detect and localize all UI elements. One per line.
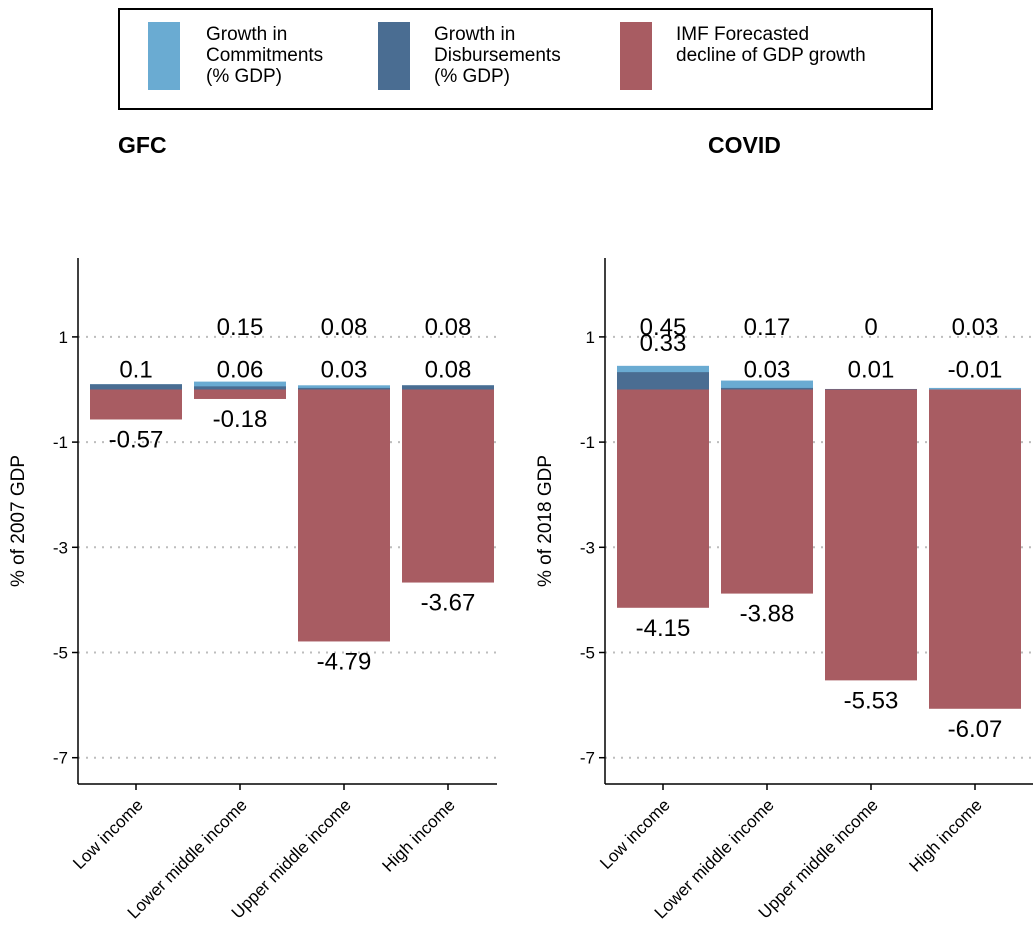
data-label-commitments-covid-1: 0.17	[744, 314, 791, 341]
y-tick-label-covid--3: -3	[580, 538, 595, 557]
bar-disbursements-covid-2	[825, 388, 917, 390]
y-tick-label-covid-1: 1	[586, 328, 595, 347]
y-tick-label-covid--1: -1	[580, 433, 595, 452]
bar-gdp-decline-covid-1	[721, 389, 813, 594]
x-tick-label-gfc-3: High income	[379, 795, 459, 875]
bar-disbursements-gfc-3	[402, 385, 494, 390]
data-label-commitments-covid-2: 0	[864, 314, 877, 341]
y-tick-label-covid--5: -5	[580, 644, 595, 663]
data-label-gdp-decline-gfc-2: -4.79	[317, 648, 372, 675]
bar-disbursements-covid-1	[721, 387, 813, 390]
data-label-disbursements-gfc-0: 0.1	[119, 357, 152, 384]
bar-disbursements-gfc-2	[298, 387, 390, 390]
bar-gdp-decline-gfc-3	[402, 389, 494, 583]
y-tick-label-gfc--5: -5	[53, 644, 68, 663]
data-label-disbursements-covid-3: -0.01	[948, 357, 1003, 384]
chart-title-covid: COVID	[708, 132, 781, 158]
data-label-disbursements-covid-2: 0.01	[848, 357, 895, 384]
data-label-commitments-gfc-1: 0.15	[217, 314, 264, 341]
legend-swatch-disbursements	[378, 22, 410, 90]
y-tick-label-gfc--3: -3	[53, 538, 68, 557]
legend-label-commitments: Growth in Commitments (% GDP)	[206, 24, 324, 87]
chart-title-gfc: GFC	[118, 132, 167, 158]
data-label-commitments-gfc-3: 0.08	[425, 314, 472, 341]
bar-gdp-decline-gfc-2	[298, 389, 390, 642]
data-label-gdp-decline-gfc-3: -3.67	[421, 590, 476, 617]
legend-swatch-gdp-decline	[620, 22, 652, 90]
data-label-gdp-decline-covid-1: -3.88	[740, 601, 795, 628]
data-label-gdp-decline-covid-3: -6.07	[948, 716, 1003, 743]
x-tick-label-covid-2: Upper middle income	[755, 795, 882, 922]
bar-commitments-covid-3	[929, 387, 1021, 390]
data-label-gdp-decline-covid-2: -5.53	[844, 687, 899, 714]
bar-disbursements-covid-0	[617, 372, 709, 390]
x-tick-label-gfc-0: Low income	[69, 795, 147, 873]
bar-commitments-gfc-2	[298, 385, 390, 390]
data-label-gdp-decline-gfc-1: -0.18	[213, 406, 268, 433]
bar-disbursements-gfc-0	[90, 384, 182, 390]
data-label-disbursements-gfc-1: 0.06	[217, 357, 264, 384]
y-tick-label-gfc--7: -7	[53, 749, 68, 768]
y-axis-label-gfc: % of 2007 GDP	[8, 455, 29, 587]
legend: Growth in Commitments (% GDP) Growth in …	[118, 8, 933, 110]
y-tick-label-covid--7: -7	[580, 749, 595, 768]
bar-gdp-decline-covid-3	[929, 389, 1021, 709]
y-tick-label-gfc--1: -1	[53, 433, 68, 452]
x-tick-label-covid-0: Low income	[596, 795, 674, 873]
y-tick-label-gfc-1: 1	[59, 328, 68, 347]
y-axis-label-covid: % of 2018 GDP	[535, 455, 556, 587]
x-tick-label-covid-1: Lower middle income	[651, 795, 778, 922]
legend-label-gdp-decline: IMF Forecasted decline of GDP growth	[676, 24, 866, 66]
data-label-commitments-gfc-2: 0.08	[321, 314, 368, 341]
bar-commitments-gfc-1	[194, 381, 286, 390]
x-tick-label-gfc-2: Upper middle income	[228, 795, 355, 922]
bar-commitments-covid-1	[721, 380, 813, 390]
bar-gdp-decline-covid-2	[825, 389, 917, 681]
data-label-gdp-decline-covid-0: -4.15	[636, 615, 691, 642]
data-label-disbursements-gfc-2: 0.03	[321, 357, 368, 384]
legend-label-disbursements: Growth in Disbursements (% GDP)	[434, 24, 561, 87]
x-tick-label-gfc-1: Lower middle income	[124, 795, 251, 922]
bar-gdp-decline-gfc-1	[194, 389, 286, 399]
bar-gdp-decline-covid-0	[617, 389, 709, 608]
data-label-commitments-covid-0: 0.45	[640, 314, 687, 341]
legend-swatch-commitments	[148, 22, 180, 90]
data-label-disbursements-covid-0: 0.33	[640, 330, 687, 357]
x-tick-label-covid-3: High income	[906, 795, 986, 875]
data-label-disbursements-gfc-3: 0.08	[425, 357, 472, 384]
bar-gdp-decline-gfc-0	[90, 389, 182, 420]
data-label-gdp-decline-gfc-0: -0.57	[109, 426, 164, 453]
data-label-commitments-covid-3: 0.03	[952, 314, 999, 341]
bar-disbursements-gfc-1	[194, 386, 286, 390]
data-label-disbursements-covid-1: 0.03	[744, 357, 791, 384]
